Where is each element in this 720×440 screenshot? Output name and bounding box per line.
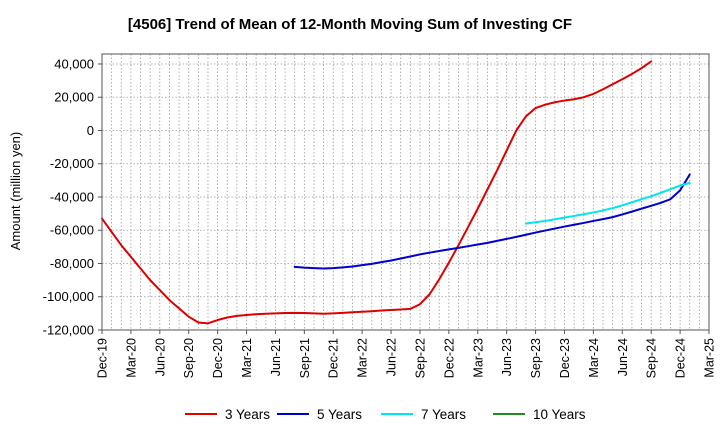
- x-tick-label: Jun-23: [500, 338, 514, 376]
- x-tick-label: Sep-20: [182, 338, 196, 378]
- y-ticks: 40,000 20,000 0 -20,000 -40,000 -60,000 -80,00…: [43, 56, 102, 338]
- x-tick-label: Sep-24: [645, 338, 659, 378]
- y-tick-label: -60,000: [50, 223, 94, 238]
- x-tick-label: Mar-21: [240, 338, 254, 378]
- chart-title: [4506] Trend of Mean of 12-Month Moving …: [128, 16, 572, 33]
- x-tick-label: Mar-22: [356, 338, 370, 378]
- x-tick-label: Jun-21: [269, 338, 283, 376]
- legend-item: 7 Years: [381, 407, 466, 422]
- x-tick-label: Jun-20: [153, 338, 167, 376]
- legend-item: 3 Years: [185, 407, 270, 422]
- y-tick-label: 40,000: [54, 56, 94, 71]
- x-tick-label: Mar-24: [587, 338, 601, 378]
- x-tick-label: Dec-23: [558, 338, 572, 378]
- series-line: [293, 173, 691, 270]
- x-tick-label: Sep-21: [298, 338, 312, 378]
- y-tick-label: 0: [87, 123, 94, 138]
- legend: 3 Years 5 Years 7 Years 10 Years: [185, 407, 586, 422]
- plot-frame: [101, 53, 710, 331]
- legend-label: 5 Years: [317, 407, 362, 422]
- x-tick-label: Dec-21: [327, 338, 341, 378]
- x-ticks: Dec-19 Mar-20 Jun-20 Sep-20 Dec-20 Mar-21 Jun-…: [96, 330, 717, 378]
- y-tick-label: -80,000: [50, 256, 94, 271]
- x-tick-label: Dec-20: [211, 338, 225, 378]
- legend-label: 3 Years: [225, 407, 270, 422]
- x-tick-label: Sep-23: [529, 338, 543, 378]
- legend-item: 10 Years: [493, 407, 586, 422]
- x-tick-label: Jun-24: [616, 338, 630, 376]
- x-tick-label: Mar-25: [703, 338, 717, 378]
- y-tick-label: -40,000: [50, 189, 94, 204]
- legend-item: 5 Years: [277, 407, 362, 422]
- x-tick-label: Dec-24: [674, 338, 688, 378]
- x-tick-label: Dec-19: [96, 338, 110, 378]
- y-tick-label: -20,000: [50, 156, 94, 171]
- series-lines: [101, 60, 691, 325]
- x-tick-label: Jun-22: [385, 338, 399, 376]
- y-tick-label: -100,000: [43, 289, 94, 304]
- x-tick-label: Sep-22: [413, 338, 427, 378]
- series-line: [101, 60, 653, 325]
- grid: [101, 54, 710, 331]
- series-line: [524, 181, 691, 225]
- x-tick-label: Mar-20: [124, 338, 138, 378]
- y-tick-label: -120,000: [43, 323, 94, 338]
- x-tick-label: Dec-22: [442, 338, 456, 378]
- x-tick-label: Mar-23: [471, 338, 485, 378]
- y-axis-label: Amount (million yen): [8, 132, 23, 251]
- legend-label: 10 Years: [533, 407, 586, 422]
- y-tick-label: 20,000: [54, 90, 94, 105]
- legend-label: 7 Years: [421, 407, 466, 422]
